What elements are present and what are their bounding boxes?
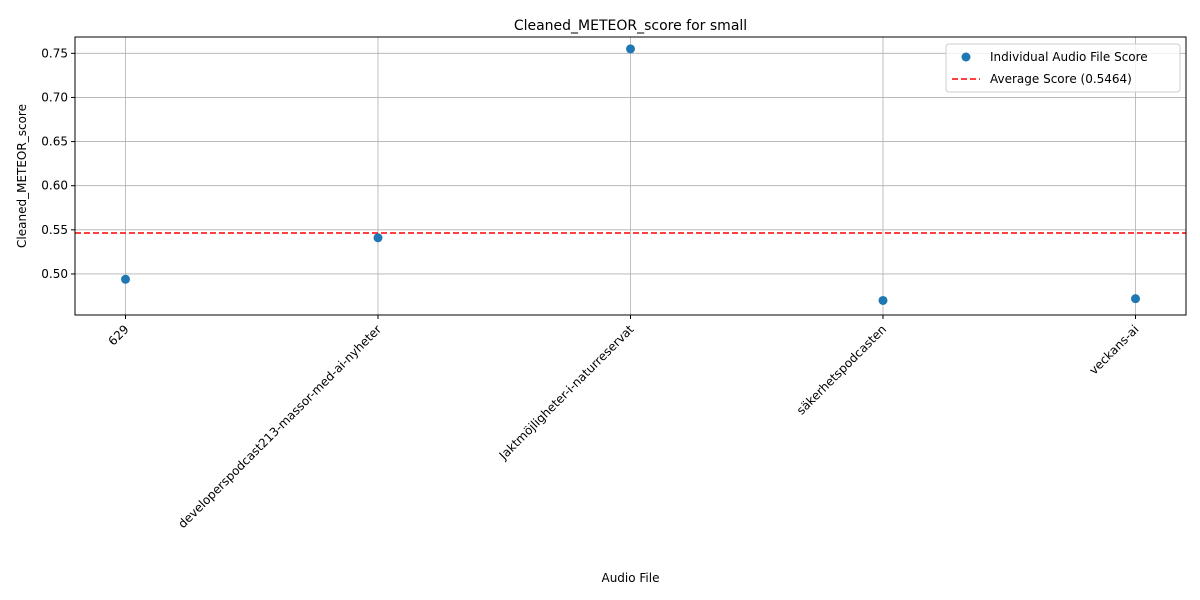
y-tick-label: 0.75 <box>41 46 68 60</box>
y-tick-label: 0.55 <box>41 223 68 237</box>
y-axis-title: Cleaned_METEOR_score <box>15 104 29 248</box>
legend-label-scores: Individual Audio File Score <box>990 50 1148 64</box>
y-tick-label: 0.50 <box>41 267 68 281</box>
data-point <box>1131 294 1140 304</box>
chart-title: Cleaned_METEOR_score for small <box>514 18 747 34</box>
x-tick-label: veckans-ai <box>1086 322 1141 377</box>
x-tick-label: 629 <box>106 322 132 348</box>
data-point <box>878 295 888 305</box>
x-tick-label: säkerhetspodcasten <box>794 322 889 417</box>
y-tick-label: 0.60 <box>41 179 68 193</box>
data-points <box>121 44 1140 305</box>
x-tick-label: Jaktmöjligheter-i-naturreservat <box>496 322 637 463</box>
legend-label-average: Average Score (0.5464) <box>990 72 1132 86</box>
y-tick-label: 0.70 <box>41 90 68 104</box>
x-tick-label: developerspodcast213-massor-med-ai-nyhet… <box>175 322 384 531</box>
data-point <box>626 44 635 54</box>
data-point <box>121 274 130 284</box>
legend-box <box>945 43 1181 93</box>
x-axis-title: Audio File <box>601 571 659 585</box>
x-axis-ticks: 629 developerspodcast213-massor-med-ai-ny… <box>106 315 1142 531</box>
y-tick-label: 0.65 <box>41 135 68 149</box>
y-axis-ticks: 0.50 0.55 0.60 0.65 0.70 0.75 <box>41 46 75 281</box>
data-point <box>373 233 383 243</box>
legend: Individual Audio File Score Average Scor… <box>945 43 1181 93</box>
legend-marker-scatter <box>961 52 971 62</box>
